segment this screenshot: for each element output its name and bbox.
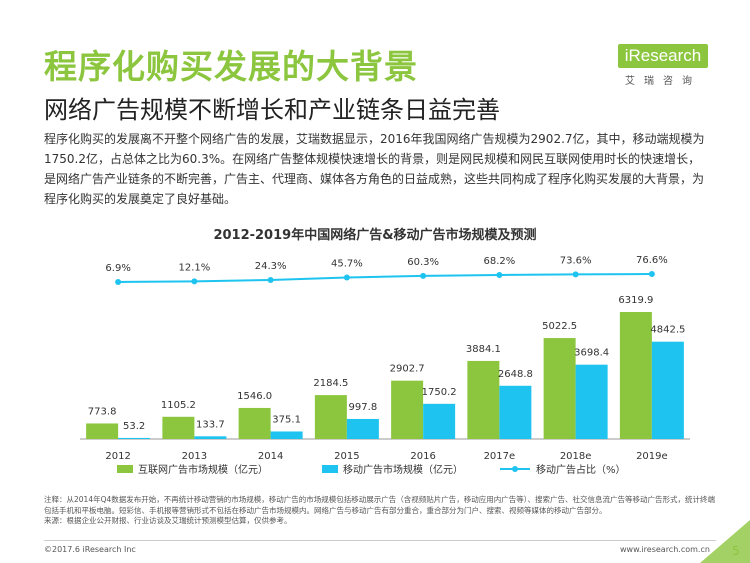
footer-divider xyxy=(44,540,716,541)
label-mobile-2013: 133.7 xyxy=(196,419,225,430)
share-point-2017e xyxy=(496,271,503,278)
legend-label-online: 互联网广告市场规模（亿元） xyxy=(138,463,268,476)
bar-mobile-2013 xyxy=(194,436,227,439)
label-online-2019e: 6319.9 xyxy=(618,295,653,306)
share-label-2012: 6.9% xyxy=(105,263,130,274)
x-tick-2016: 2016 xyxy=(410,451,435,462)
share-point-2016 xyxy=(420,272,427,279)
label-mobile-2012: 53.2 xyxy=(123,421,145,432)
bar-mobile-2012 xyxy=(118,437,151,439)
share-label-2018e: 73.6% xyxy=(560,255,592,266)
label-online-2012: 773.8 xyxy=(88,406,117,417)
share-label-2013: 12.1% xyxy=(178,262,210,273)
label-mobile-2017e: 2648.8 xyxy=(498,369,533,380)
bar-mobile-2014 xyxy=(270,431,303,439)
brand-logo: iResearch 艾瑞咨询 xyxy=(612,44,708,90)
label-online-2018e: 5022.5 xyxy=(542,321,577,332)
bar-online-2018e xyxy=(543,338,576,439)
chart-title: 2012-2019年中国网络广告&移动广告市场规模及预测 xyxy=(213,228,537,243)
logo-wordmark: iResearch xyxy=(618,44,708,68)
copyright-text: ©2017.6 iResearch Inc xyxy=(44,545,136,554)
website-text: www.iresearch.com.cn xyxy=(620,545,710,554)
source-text: 来源：根据企业公开财报、行业访谈及艾瑞统计预测模型估算，仅供参考。 xyxy=(44,516,292,525)
x-tick-2013: 2013 xyxy=(182,451,207,462)
page-number: 5 xyxy=(732,544,740,558)
share-point-2015 xyxy=(343,274,350,281)
share-label-2015: 45.7% xyxy=(331,259,363,270)
bar-mobile-2016 xyxy=(423,403,456,439)
page-subtitle: 网络广告规模不断增长和产业链条日益完善 xyxy=(44,96,500,124)
label-mobile-2016: 1750.2 xyxy=(422,387,457,398)
share-point-2012 xyxy=(115,279,122,285)
bar-mobile-2017e xyxy=(499,385,532,439)
body-paragraph: 程序化购买的发展离不开整个网络广告的发展，艾瑞数据显示，2016年我国网络广告规… xyxy=(44,132,705,206)
bar-mobile-2018e xyxy=(575,364,608,439)
legend-label-mobile: 移动广告市场规模（亿元） xyxy=(343,463,463,476)
legend-marker-share xyxy=(512,466,518,472)
note-text: 注释：从2014年Q4数据发布开始，不再统计移动营销的市场规模，移动广告的市场规… xyxy=(44,495,716,515)
bar-mobile-2019e xyxy=(651,341,684,439)
legend-label-share: 移动广告占比（%） xyxy=(536,463,626,476)
share-point-2019e xyxy=(648,271,655,277)
page-title: 程序化购买发展的大背景 xyxy=(44,47,418,86)
x-tick-2015: 2015 xyxy=(334,451,359,462)
label-mobile-2019e: 4842.5 xyxy=(650,325,685,336)
bar-online-2017e xyxy=(467,360,500,439)
label-mobile-2015: 997.8 xyxy=(349,402,378,413)
corner-decoration xyxy=(700,520,750,563)
label-mobile-2014: 375.1 xyxy=(272,414,301,425)
bar-online-2019e xyxy=(619,312,652,439)
share-label-2014: 24.3% xyxy=(255,261,287,272)
label-online-2017e: 3884.1 xyxy=(466,344,501,355)
share-line xyxy=(118,273,652,283)
x-tick-2012: 2012 xyxy=(105,451,130,462)
share-label-2019e: 76.6% xyxy=(636,255,668,266)
bar-online-2013 xyxy=(162,416,195,439)
chart-notes: 注释：从2014年Q4数据发布开始，不再统计移动营销的市场规模，移动广告的市场规… xyxy=(44,495,716,527)
label-online-2014: 1546.0 xyxy=(237,391,272,402)
x-tick-2019e: 2019e xyxy=(636,451,668,462)
bar-online-2015 xyxy=(314,395,347,439)
logo-subtext: 艾瑞咨询 xyxy=(625,76,701,87)
legend-swatch-online xyxy=(117,465,133,473)
bar-online-2016 xyxy=(391,380,424,439)
share-label-2016: 60.3% xyxy=(407,257,439,268)
label-online-2015: 2184.5 xyxy=(313,378,348,389)
share-point-2014 xyxy=(267,277,274,284)
bar-online-2014 xyxy=(238,407,271,439)
x-tick-2014: 2014 xyxy=(258,451,283,462)
label-mobile-2018e: 3698.4 xyxy=(574,348,609,359)
label-online-2013: 1105.2 xyxy=(161,400,196,411)
x-tick-2018e: 2018e xyxy=(560,451,592,462)
x-tick-2017e: 2017e xyxy=(484,451,516,462)
share-label-2017e: 68.2% xyxy=(483,256,515,267)
label-online-2016: 2902.7 xyxy=(390,364,425,375)
share-point-2018e xyxy=(572,271,579,278)
bar-mobile-2015 xyxy=(346,418,379,439)
legend-swatch-mobile xyxy=(322,465,338,473)
share-point-2013 xyxy=(191,278,198,285)
bar-online-2012 xyxy=(86,423,119,439)
